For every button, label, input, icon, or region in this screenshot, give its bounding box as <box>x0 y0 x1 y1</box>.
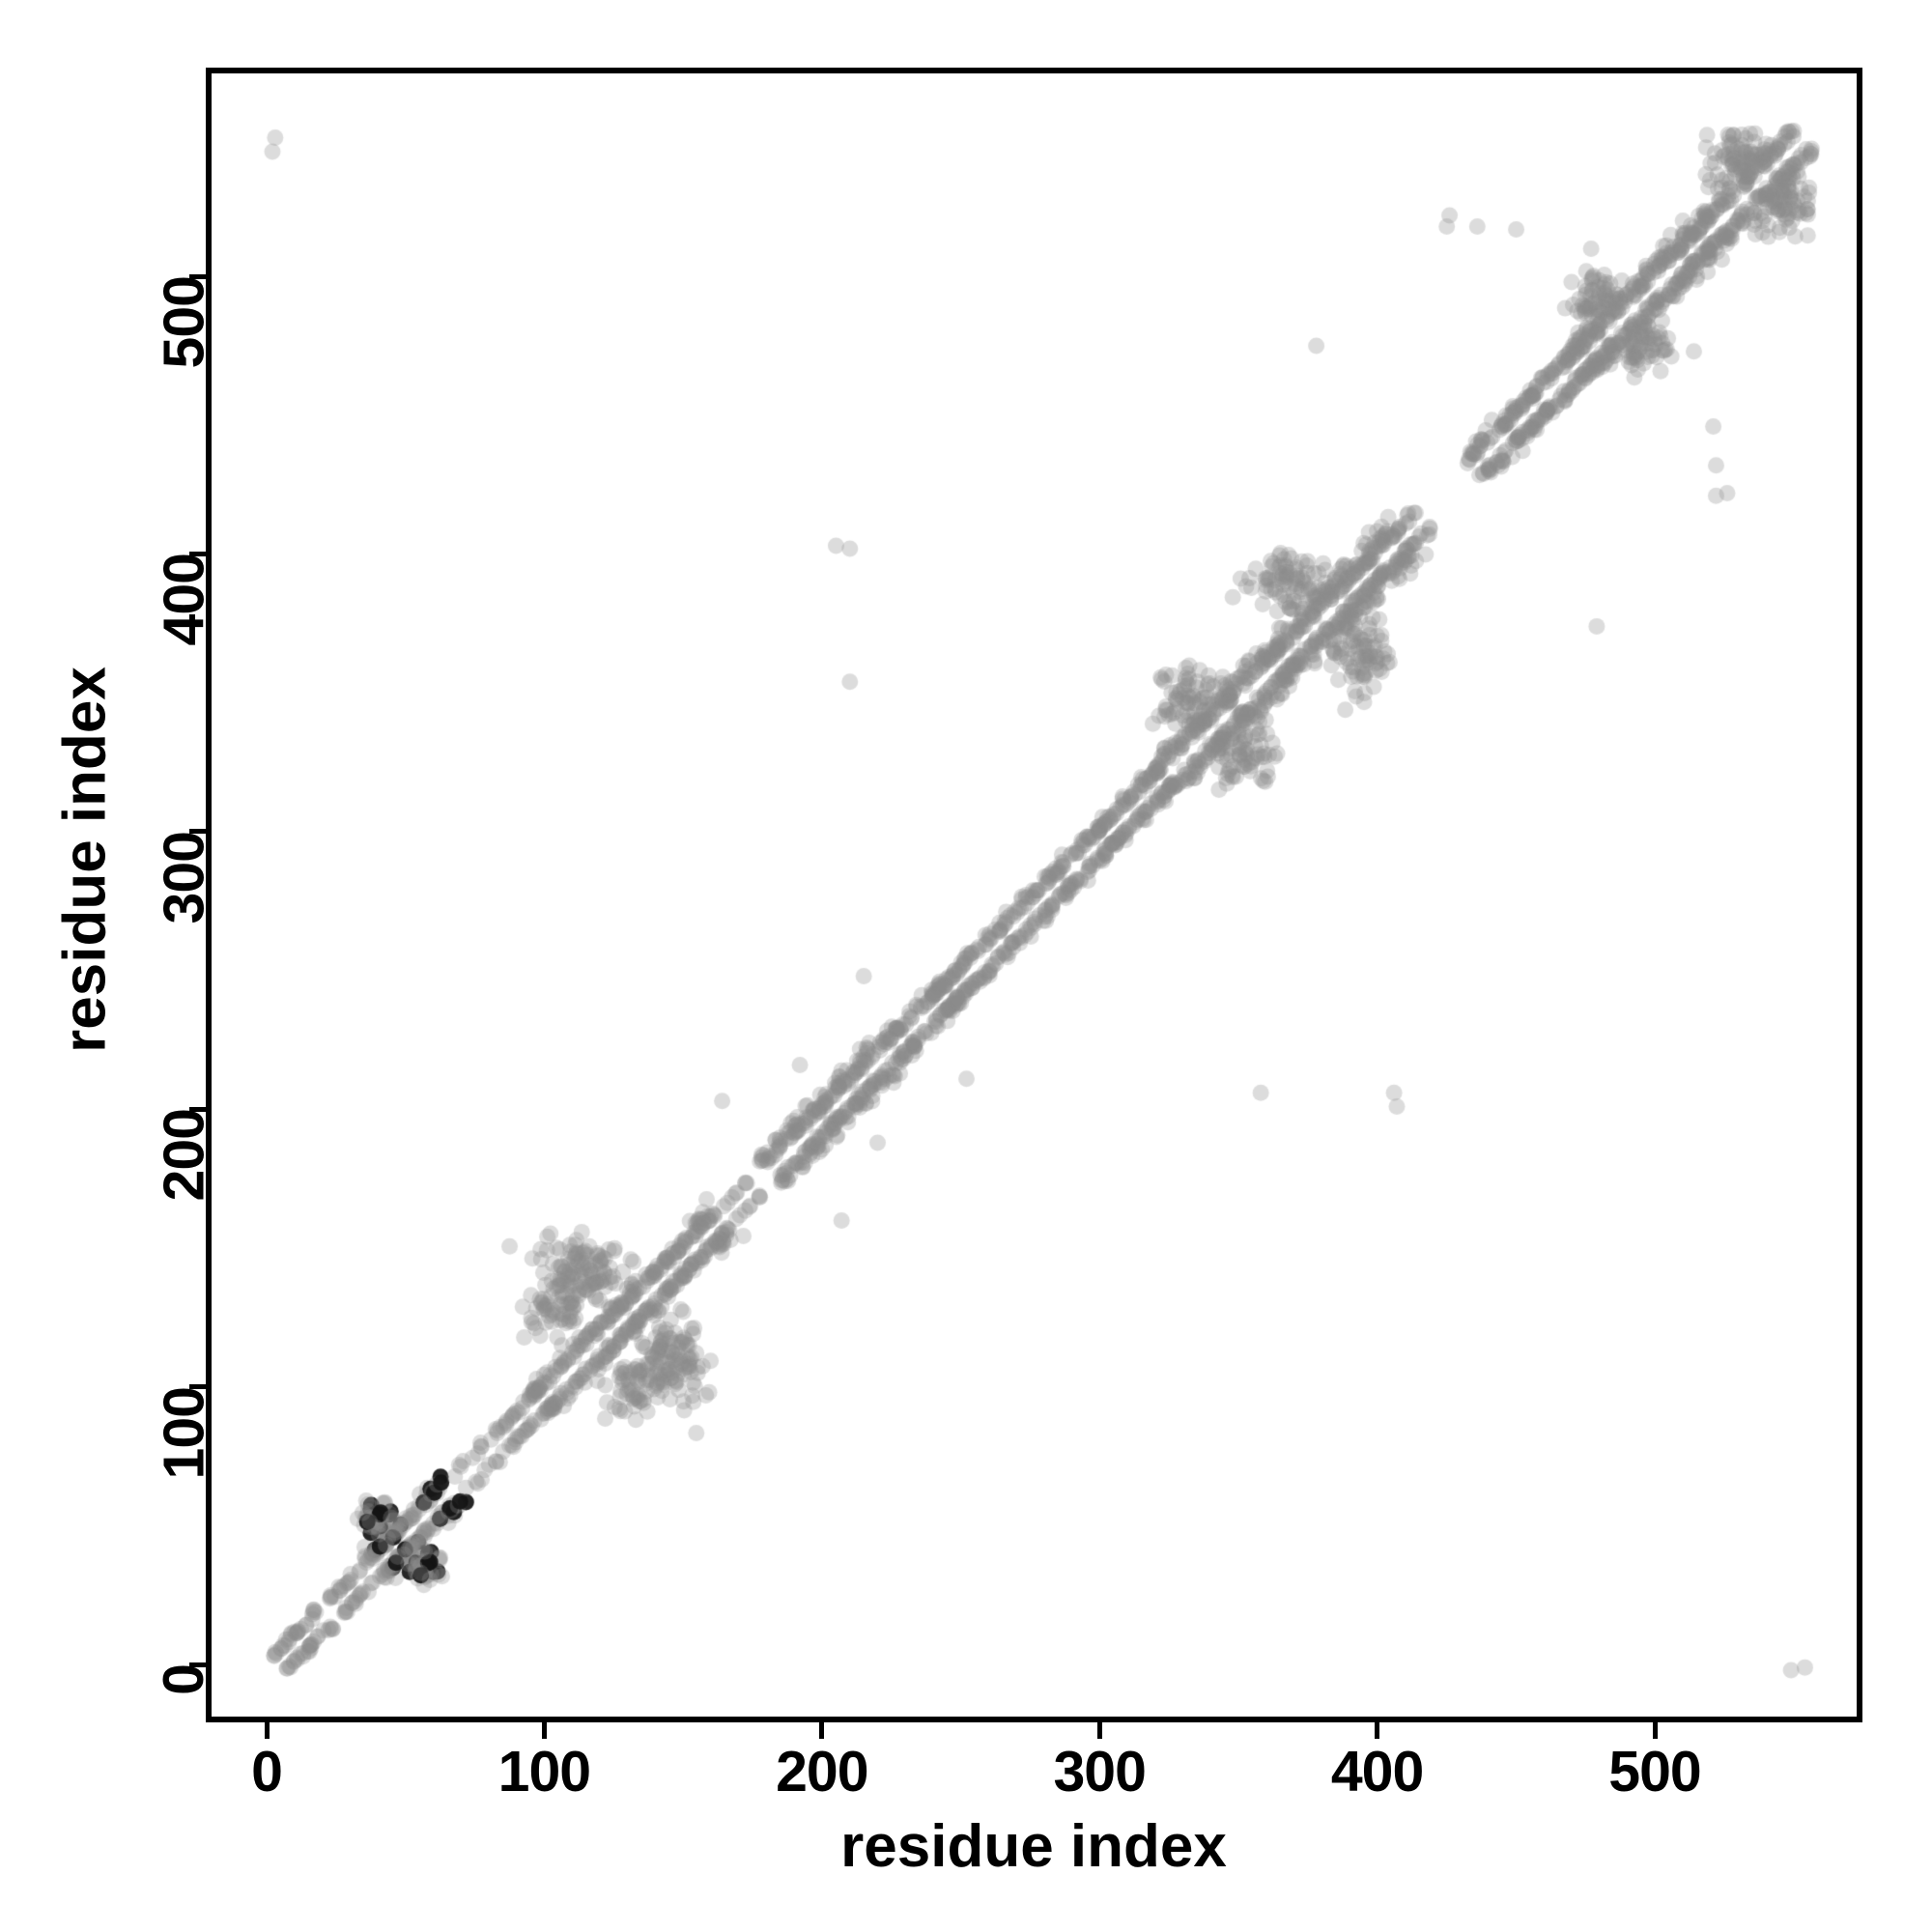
y-tick-label-500: 500 <box>152 276 215 369</box>
x-tick-100 <box>541 1722 547 1739</box>
x-tick-400 <box>1375 1722 1380 1739</box>
y-tick-200 <box>189 1106 206 1112</box>
x-tick-500 <box>1652 1722 1658 1739</box>
x-tick-label-300: 300 <box>1053 1740 1146 1804</box>
y-tick-label-300: 300 <box>152 831 215 924</box>
x-tick-label-0: 0 <box>251 1740 283 1804</box>
y-tick-300 <box>189 829 206 835</box>
y-tick-0 <box>189 1662 206 1667</box>
y-tick-label-400: 400 <box>152 554 215 646</box>
y-tick-400 <box>189 551 206 556</box>
x-tick-label-200: 200 <box>776 1740 868 1804</box>
x-tick-200 <box>819 1722 825 1739</box>
x-tick-label-100: 100 <box>497 1740 591 1804</box>
scatter-plot-canvas <box>212 73 1857 1717</box>
x-tick-label-500: 500 <box>1608 1740 1701 1804</box>
x-tick-0 <box>264 1722 270 1739</box>
y-tick-label-100: 100 <box>152 1386 215 1480</box>
plot-area <box>206 68 1862 1722</box>
y-tick-label-200: 200 <box>152 1109 215 1202</box>
x-tick-label-400: 400 <box>1330 1740 1424 1804</box>
y-tick-label-0: 0 <box>152 1664 215 1695</box>
y-axis-title: residue index <box>51 667 119 1053</box>
x-axis-title: residue index <box>840 1813 1227 1880</box>
y-tick-500 <box>189 273 206 279</box>
y-tick-100 <box>189 1384 206 1390</box>
x-tick-300 <box>1096 1722 1102 1739</box>
